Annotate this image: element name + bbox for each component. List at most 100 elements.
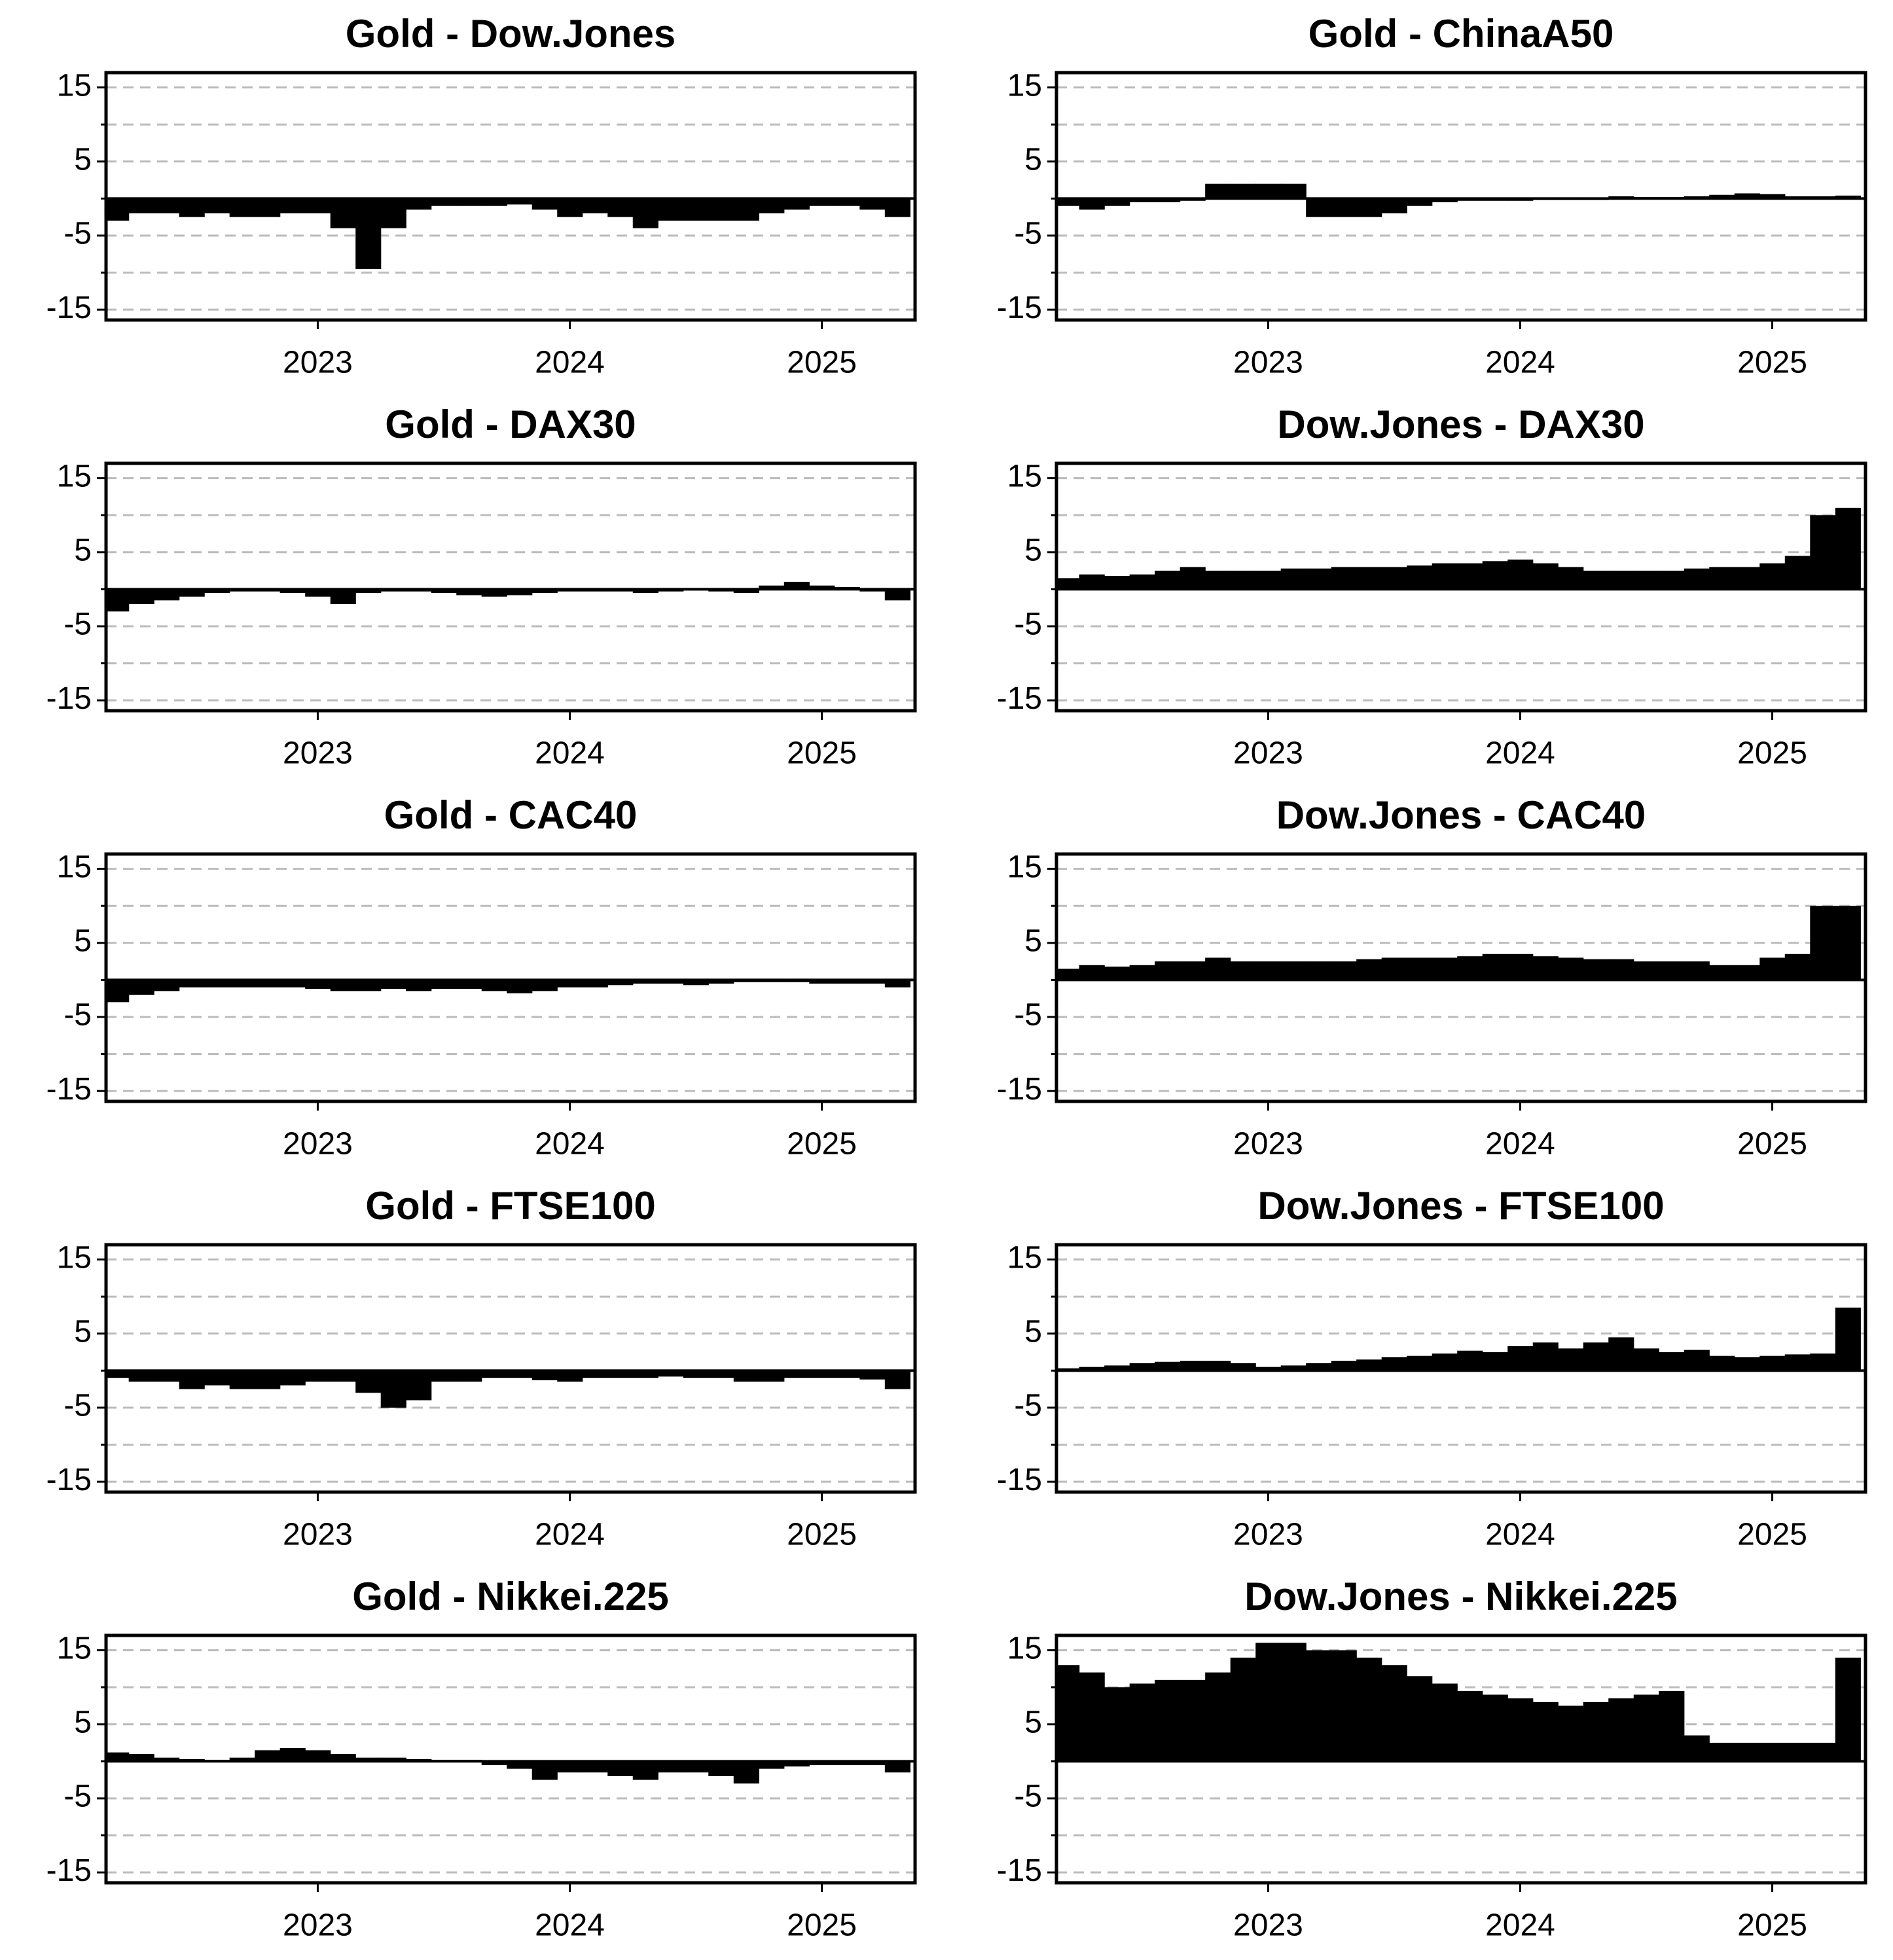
x-tick-label: 2025	[1737, 346, 1807, 380]
x-tick-label: 2023	[283, 1518, 353, 1552]
series	[106, 198, 910, 269]
bar	[1205, 1361, 1231, 1371]
bar	[809, 585, 835, 590]
x-tick-label: 2024	[1485, 1518, 1555, 1552]
bar	[1432, 563, 1458, 590]
bar	[1457, 1690, 1483, 1762]
panel: Dow.Jones - Nikkei.225 -15 -5 5 15 2023 2024 20…	[997, 1575, 1867, 1943]
bar	[1129, 198, 1155, 203]
bar	[431, 1370, 457, 1382]
y-tick-label: -15	[46, 1853, 92, 1888]
bar	[1230, 183, 1256, 199]
bar	[330, 1754, 356, 1762]
bar	[1155, 1679, 1181, 1762]
y-tick-label: 15	[1007, 1240, 1042, 1275]
bar	[809, 1761, 835, 1766]
bar	[255, 1370, 281, 1389]
bar	[1381, 567, 1407, 590]
bar	[481, 1761, 507, 1766]
y-tick-label: -15	[46, 1463, 92, 1497]
bar	[632, 589, 658, 594]
bar	[380, 1370, 406, 1408]
y-tick-label: -5	[63, 217, 92, 251]
y-tick-label: 5	[1024, 1314, 1042, 1349]
bar	[859, 198, 886, 210]
bar	[1835, 906, 1861, 980]
bar	[582, 980, 608, 988]
bar	[1155, 1361, 1181, 1371]
bar	[507, 198, 533, 205]
panel: Gold - DAX30 -15 -5 5 15 2023 2024 2025	[46, 402, 917, 771]
bar	[1255, 1643, 1282, 1762]
bar	[759, 585, 785, 590]
bar	[106, 198, 130, 221]
bar	[884, 198, 910, 217]
bar	[1129, 1683, 1155, 1762]
bar	[1381, 198, 1407, 214]
bar	[1759, 194, 1786, 199]
bar	[1205, 571, 1231, 590]
bar	[607, 198, 634, 217]
bar	[279, 1748, 306, 1762]
y-tick-label: 5	[1024, 142, 1042, 177]
bar	[1180, 567, 1206, 590]
bar	[1835, 1657, 1861, 1762]
bar	[1306, 198, 1332, 217]
bar	[1180, 1361, 1206, 1371]
bar	[809, 1370, 835, 1378]
plot-frame	[1055, 71, 1867, 322]
bar	[1759, 563, 1786, 590]
bar	[532, 589, 558, 594]
bar	[532, 198, 558, 210]
bar	[406, 1370, 432, 1400]
bar	[380, 1757, 406, 1762]
bar	[532, 1761, 558, 1780]
y-tick-label: 15	[57, 1240, 92, 1275]
bar	[834, 1761, 860, 1766]
bar	[1457, 563, 1483, 590]
bar	[809, 198, 835, 206]
bar	[1734, 1743, 1760, 1762]
x-tick-label: 2025	[1737, 1127, 1807, 1162]
bar	[1356, 567, 1382, 590]
plot-frame	[104, 852, 917, 1103]
y-tick-label: -15	[997, 681, 1042, 716]
bar	[1331, 1650, 1357, 1762]
bar	[154, 1370, 180, 1382]
bar	[1104, 576, 1130, 590]
bar	[355, 589, 382, 594]
x-tick-label: 2025	[787, 346, 857, 380]
bar	[1583, 571, 1609, 590]
plot-frame	[104, 461, 917, 713]
bar	[1356, 1657, 1382, 1762]
bar	[204, 198, 230, 214]
bar	[1507, 1346, 1534, 1371]
bar	[1532, 563, 1559, 590]
bar	[1608, 1337, 1634, 1371]
bar	[1230, 961, 1256, 980]
bar	[1230, 1363, 1256, 1371]
bar	[1659, 1352, 1685, 1371]
series	[1056, 507, 1861, 590]
series	[1056, 906, 1861, 980]
bar	[557, 980, 583, 988]
bar	[179, 980, 205, 988]
bar	[355, 1370, 382, 1393]
bar	[1280, 961, 1307, 980]
bar	[1104, 1365, 1130, 1371]
y-tick-label: -15	[997, 1853, 1042, 1888]
plot-frame	[104, 71, 917, 322]
chart-title: Dow.Jones - Nikkei.225	[1244, 1575, 1677, 1618]
bar	[279, 1370, 306, 1386]
chart-title: Gold - Nikkei.225	[352, 1575, 669, 1618]
bar	[759, 198, 785, 214]
bar	[1784, 556, 1811, 590]
bar	[733, 198, 759, 221]
bar	[1356, 198, 1382, 217]
bar	[1532, 1702, 1559, 1762]
bar	[1056, 578, 1080, 590]
bar	[1255, 961, 1282, 980]
bar	[1255, 183, 1282, 199]
bar	[658, 980, 684, 984]
